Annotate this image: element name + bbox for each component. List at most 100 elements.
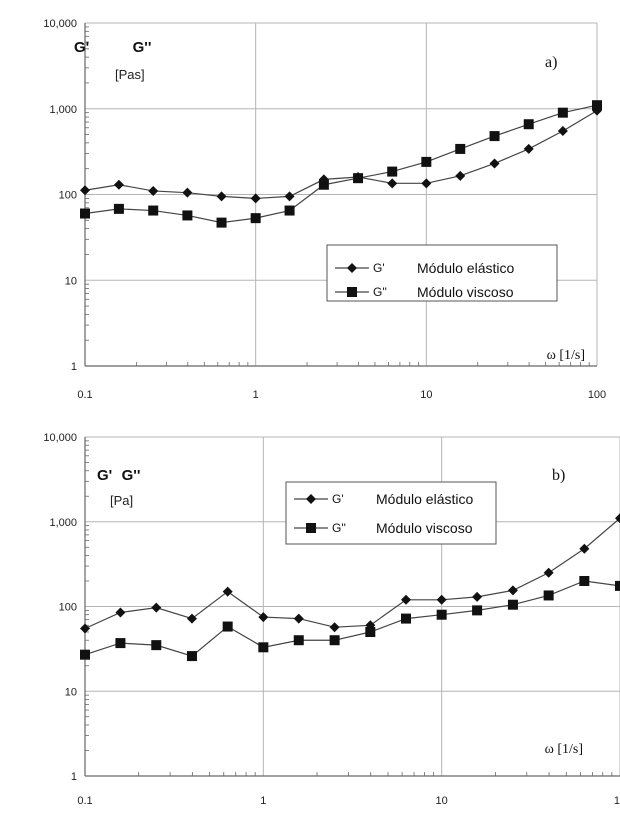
y-axis-label-unit: [Pas] bbox=[115, 67, 145, 82]
gdoubleprime-point bbox=[592, 100, 602, 111]
gdoubleprime-point bbox=[329, 635, 340, 646]
legend-diamond-icon bbox=[347, 263, 357, 273]
panel-label: a) bbox=[545, 54, 557, 71]
gprime-point bbox=[113, 179, 124, 190]
gdoubleprime-point bbox=[182, 210, 193, 221]
gprime-point bbox=[258, 612, 269, 623]
series-gdoubleprime-line bbox=[84, 580, 620, 657]
gdoubleprime-point bbox=[80, 649, 90, 660]
y-tick-label: 10,000 bbox=[43, 432, 77, 444]
gprime-point bbox=[543, 567, 554, 578]
gdoubleprime-point bbox=[557, 107, 568, 118]
legend-series-name: G'' bbox=[332, 521, 346, 535]
y-tick-label: 1,000 bbox=[49, 104, 77, 116]
gdoubleprime-point bbox=[543, 590, 554, 601]
gprime-point bbox=[472, 591, 483, 602]
legend-series-description: Módulo elástico bbox=[417, 260, 514, 276]
y-tick-label: 10 bbox=[65, 275, 77, 287]
y-tick-label: 10 bbox=[65, 686, 77, 698]
gdoubleprime-point bbox=[353, 173, 364, 184]
x-tick-label: 0.1 bbox=[77, 389, 92, 401]
gdoubleprime-point bbox=[250, 213, 261, 224]
gdoubleprime-point bbox=[421, 156, 432, 167]
gdoubleprime-point bbox=[216, 217, 227, 228]
gprime-point bbox=[115, 607, 126, 618]
legend-series-name: G'' bbox=[373, 285, 387, 299]
gdoubleprime-point bbox=[507, 599, 518, 610]
x-axis-label: ω [1/s] bbox=[547, 348, 585, 363]
gprime-point bbox=[523, 143, 534, 154]
gprime-point bbox=[284, 191, 295, 202]
legend-square-icon bbox=[306, 523, 316, 533]
series-gdoubleprime-line bbox=[84, 104, 598, 224]
series-gprime-line bbox=[84, 110, 598, 200]
gdoubleprime-point bbox=[436, 609, 447, 620]
gprime-point bbox=[557, 126, 568, 137]
gdoubleprime-point bbox=[455, 143, 466, 154]
gdoubleprime-point bbox=[615, 580, 620, 591]
y-axis-label-gprime: G' bbox=[74, 39, 89, 56]
y-axis-label-gdoubleprime: G'' bbox=[133, 39, 152, 56]
legend-series-description: Módulo viscoso bbox=[376, 520, 473, 536]
gprime-point bbox=[250, 193, 261, 204]
gprime-point bbox=[615, 513, 620, 524]
x-tick-label: 100 bbox=[588, 389, 606, 401]
gdoubleprime-point bbox=[148, 205, 159, 216]
gprime-point bbox=[401, 594, 412, 605]
legend-series-description: Módulo elástico bbox=[376, 491, 473, 507]
gdoubleprime-point bbox=[293, 635, 304, 646]
gprime-point bbox=[293, 613, 304, 624]
legend-series-name: G' bbox=[332, 492, 344, 506]
gdoubleprime-point bbox=[472, 605, 483, 616]
gdoubleprime-point bbox=[489, 131, 500, 142]
x-tick-label: 10 bbox=[420, 389, 432, 401]
gprime-point bbox=[455, 170, 466, 181]
gprime-point bbox=[182, 187, 193, 198]
series-gprime-line bbox=[84, 517, 620, 630]
x-tick-label: 10 bbox=[436, 795, 448, 807]
gdoubleprime-point bbox=[284, 205, 295, 216]
gdoubleprime-point bbox=[258, 642, 269, 653]
gprime-point bbox=[579, 543, 590, 554]
x-tick-label: 1 bbox=[253, 389, 259, 401]
gprime-point bbox=[186, 613, 197, 624]
legend-diamond-icon bbox=[306, 494, 316, 504]
x-tick-label: 10 bbox=[614, 795, 620, 807]
y-tick-label: 10,000 bbox=[43, 18, 77, 30]
gprime-point bbox=[148, 185, 159, 196]
gprime-point bbox=[387, 178, 398, 189]
panel-label: b) bbox=[552, 467, 565, 484]
gdoubleprime-point bbox=[151, 640, 162, 651]
y-axis-label-unit: [Pa] bbox=[110, 493, 133, 508]
x-tick-label: 1 bbox=[260, 795, 266, 807]
y-tick-label: 1,000 bbox=[49, 517, 77, 529]
gprime-point bbox=[80, 185, 90, 196]
x-axis-label: ω [1/s] bbox=[545, 742, 583, 757]
y-tick-label: 100 bbox=[59, 190, 77, 202]
gdoubleprime-point bbox=[365, 627, 376, 638]
legend-series-description: Módulo viscoso bbox=[417, 284, 514, 300]
gdoubleprime-point bbox=[318, 179, 329, 190]
y-tick-label: 1 bbox=[71, 771, 77, 783]
gprime-point bbox=[421, 178, 432, 189]
legend-box bbox=[285, 481, 497, 545]
y-tick-label: 100 bbox=[59, 602, 77, 614]
gprime-point bbox=[436, 594, 447, 605]
legend-square-icon bbox=[347, 287, 357, 297]
legend-series-name: G' bbox=[373, 261, 385, 275]
gdoubleprime-point bbox=[80, 208, 90, 219]
gprime-point bbox=[80, 623, 90, 634]
gdoubleprime-point bbox=[186, 651, 197, 662]
gprime-point bbox=[507, 585, 518, 596]
gprime-point bbox=[489, 158, 500, 169]
y-tick-label: 1 bbox=[71, 361, 77, 373]
gprime-point bbox=[216, 191, 227, 202]
gdoubleprime-point bbox=[222, 621, 233, 632]
gdoubleprime-point bbox=[387, 166, 398, 177]
y-axis-label-gprime: G' bbox=[97, 467, 112, 484]
x-tick-label: 0.1 bbox=[77, 795, 92, 807]
gdoubleprime-point bbox=[523, 119, 534, 130]
gdoubleprime-point bbox=[401, 613, 412, 624]
